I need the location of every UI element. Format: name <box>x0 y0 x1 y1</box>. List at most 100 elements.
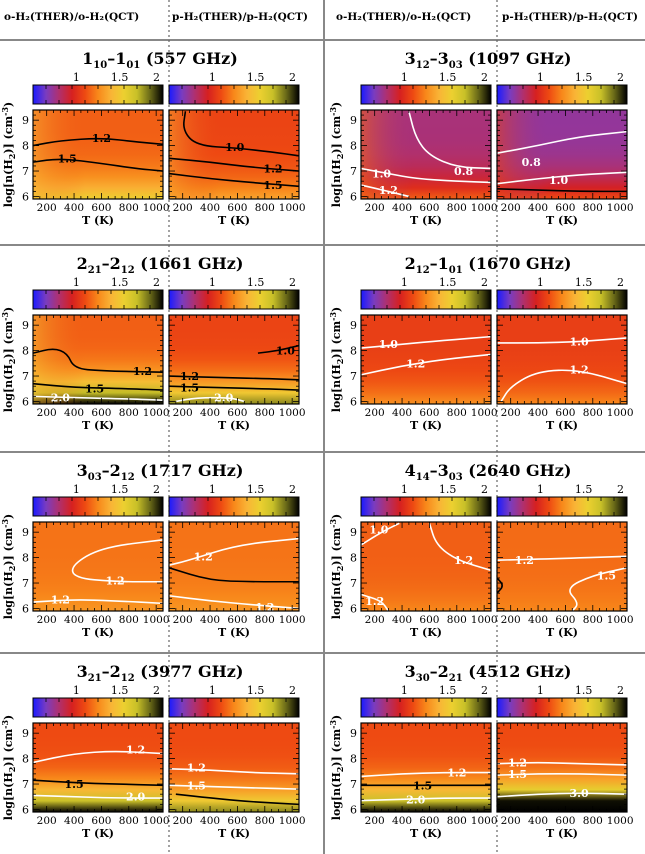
contour-label: 1.5 <box>508 768 527 781</box>
contour-line <box>33 382 163 391</box>
x-tick-label: 200 <box>365 202 385 214</box>
x-tick-label: 600 <box>91 407 111 419</box>
y-axis-label: log[n(H2)] (cm-3) <box>328 307 345 412</box>
x-tick-label: 1000 <box>143 815 170 827</box>
chart-5: 303–212 (1717 GHz)1 1.5 2 1 1.5 2 1.2 1.2 200 400… <box>0 461 306 639</box>
contour-label: 1.2 <box>180 370 199 383</box>
x-axis-label: T (K) <box>218 827 250 840</box>
heatmap-field-overlay <box>33 110 163 199</box>
x-tick-label: 600 <box>227 202 247 214</box>
x-tick-label: 600 <box>227 815 247 827</box>
x-tick-label: 800 <box>255 614 275 626</box>
y-tick-label: 6 <box>22 395 29 408</box>
colorbar-tick-label: 2 <box>153 71 160 84</box>
x-tick-label: 1000 <box>143 202 170 214</box>
x-tick-label: 200 <box>501 815 521 827</box>
contour-line <box>361 771 491 778</box>
contour-line <box>169 375 299 381</box>
colorbar-tick-label: 2 <box>481 276 488 289</box>
x-axis-label: T (K) <box>218 626 250 639</box>
x-tick-label: 1000 <box>279 407 306 419</box>
x-tick-label: 600 <box>555 407 575 419</box>
x-tick-label: 600 <box>91 202 111 214</box>
x-tick-label: 1000 <box>143 407 170 419</box>
colorbar-tick-label: 1.5 <box>247 71 265 84</box>
x-axis-label: T (K) <box>410 626 442 639</box>
contour-label: 1.2 <box>454 554 473 567</box>
contour-line <box>33 348 163 374</box>
x-tick-label: 400 <box>392 614 412 626</box>
chart-title: 221–212 (1661 GHz) <box>77 254 244 276</box>
y-axis-label: log[n(H2)] (cm-3) <box>328 715 345 820</box>
contour-label: 0.8 <box>522 156 541 169</box>
x-axis-label: T (K) <box>410 827 442 840</box>
x-tick-label: 200 <box>173 407 193 419</box>
colorbar-tick-label: 2 <box>481 483 488 496</box>
x-tick-label: 1000 <box>607 202 634 214</box>
x-axis-label: T (K) <box>218 419 250 432</box>
contour-line <box>497 130 627 155</box>
contour-label: 1.2 <box>263 162 282 175</box>
chart-1: 110–101 (557 GHz)1 1.5 2 1 1.5 2 1.2 1.5 200 400 6… <box>0 49 306 227</box>
colorbar-tick-label: 1.5 <box>439 276 457 289</box>
y-tick-label: 6 <box>22 602 29 615</box>
column-header-1: o-H₂(THER)/o-H₂(QCT) <box>4 11 139 23</box>
chart-title: 303–212 (1717 GHz) <box>77 461 244 483</box>
contour-label: 1.5 <box>263 179 282 192</box>
y-axis-label: log[n(H2)] (cm-3) <box>0 715 17 820</box>
contour-label: 1.5 <box>187 779 206 792</box>
x-tick-label: 600 <box>91 614 111 626</box>
y-tick-label: 8 <box>350 753 357 766</box>
contour-line <box>497 792 627 798</box>
x-tick-label: 400 <box>528 202 548 214</box>
x-tick-label: 400 <box>64 202 84 214</box>
contour-label: 1.5 <box>64 778 83 791</box>
contour-line <box>361 353 491 376</box>
contour-line <box>169 385 299 391</box>
contour-line <box>33 779 163 787</box>
contour-line <box>497 337 627 344</box>
colorbar-tick-label: 1 <box>537 276 544 289</box>
contour-line <box>183 111 299 157</box>
colorbar-tick-label: 2 <box>617 483 624 496</box>
panel-border <box>168 521 300 612</box>
x-tick-label: 200 <box>365 815 385 827</box>
y-tick-label: 9 <box>22 727 29 740</box>
colorbar-tick-label: 1.5 <box>111 483 129 496</box>
x-tick-label: 200 <box>37 614 57 626</box>
panel-border <box>32 722 164 813</box>
contour-line <box>408 111 491 170</box>
y-tick-label: 7 <box>22 778 29 791</box>
contour-label: 1.0 <box>570 336 589 349</box>
x-tick-label: 400 <box>64 815 84 827</box>
x-tick-label: 600 <box>419 815 439 827</box>
colorbar-tick-label: 2 <box>617 71 624 84</box>
column-header-2: p-H₂(THER)/p-H₂(QCT) <box>172 11 308 23</box>
x-tick-label: 400 <box>64 407 84 419</box>
contour-label: 1.0 <box>225 141 244 154</box>
colorbar-tick-label: 1.5 <box>247 483 265 496</box>
column-header-4: p-H₂(THER)/p-H₂(QCT) <box>502 11 638 23</box>
heatmap-field-overlay <box>361 110 491 199</box>
x-tick-label: 200 <box>365 407 385 419</box>
x-tick-label: 800 <box>583 614 603 626</box>
contour-label: 2.0 <box>51 392 70 405</box>
x-tick-label: 800 <box>255 407 275 419</box>
colorbar-tick-label: 2 <box>617 276 624 289</box>
heatmap-panel-p-H2: 1.0 1.2 200 400 600 800 1000 T (K) <box>496 314 634 432</box>
x-tick-label: 800 <box>583 815 603 827</box>
colorbar-tick-label: 2 <box>289 276 296 289</box>
chart-4: 212–101 (1670 GHz)1 1.5 2 1 1.5 2 1.0 1.2 200 400… <box>328 254 634 432</box>
panel-border <box>496 314 628 405</box>
contour-label: 1.2 <box>406 357 425 370</box>
contour-line <box>497 773 627 776</box>
y-tick-label: 9 <box>22 526 29 539</box>
panel-border <box>360 109 492 200</box>
colorbar-tick-label: 1 <box>209 276 216 289</box>
contour-label: 1.0 <box>379 338 398 351</box>
colorbar-tick-label: 1.5 <box>439 71 457 84</box>
contour-line <box>169 784 299 790</box>
